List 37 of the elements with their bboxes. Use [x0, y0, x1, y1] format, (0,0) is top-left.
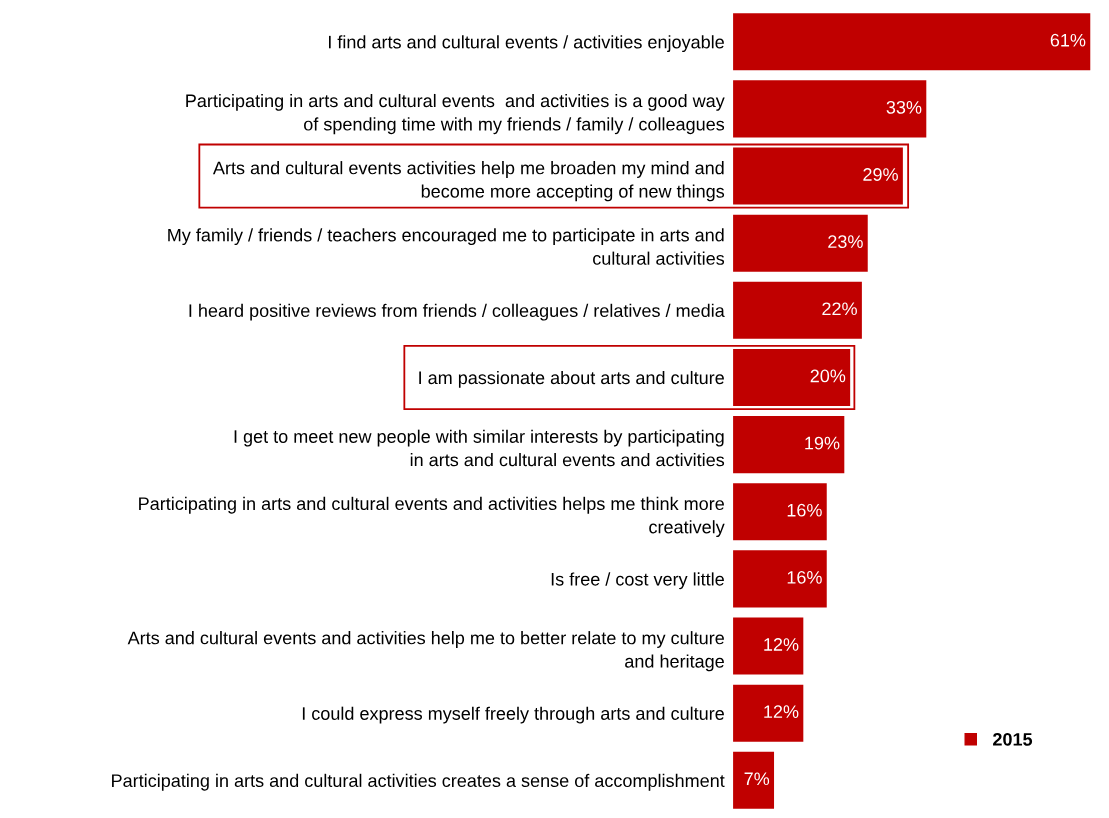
- bar: [733, 617, 804, 675]
- y-tick-label: Arts and cultural events activities help me broaden my mind and become more accepting of new things: [212, 161, 725, 202]
- data-label: 7%: [744, 772, 770, 786]
- data-label: 16%: [787, 570, 822, 584]
- y-tick-label: Participating in arts and cultural activities creates a sense of accomplishment: [112, 773, 725, 791]
- data-label: 22%: [822, 302, 857, 316]
- y-tick-label: Arts and cultural events and activities help me to better relate to my culture and heritage: [127, 631, 724, 672]
- y-tick-label: I heard positive reviews from friends / colleagues / relatives / media: [189, 303, 725, 321]
- data-label: 23%: [828, 235, 863, 249]
- data-label: 61%: [1050, 33, 1086, 47]
- data-label: 16%: [787, 503, 822, 517]
- y-tick-label: Participating in arts and cultural events and activities helps me think more creatively: [139, 496, 725, 538]
- y-tick-label: Is free / cost very little: [551, 572, 724, 590]
- data-label: 12%: [764, 705, 799, 718]
- bar: [733, 281, 862, 339]
- bar: [733, 483, 827, 541]
- bar: [733, 348, 851, 407]
- bar: [733, 147, 903, 205]
- y-tick-label: My family / friends / teachers encouraged me to participate in arts and cultural activities: [168, 228, 725, 265]
- data-label: 20%: [810, 369, 846, 383]
- bar: [733, 80, 927, 138]
- bar: [733, 13, 1091, 71]
- bar: [733, 684, 804, 742]
- bar: [733, 550, 827, 608]
- data-label: 33%: [886, 100, 922, 114]
- bar: [733, 214, 868, 272]
- bar: [733, 416, 845, 474]
- data-label: 19%: [805, 436, 840, 450]
- legend-label: 2015: [993, 732, 1033, 746]
- y-tick-label: I find arts and cultural events / activities enjoyable: [328, 35, 724, 53]
- data-label: 12%: [764, 638, 799, 651]
- y-tick-label: I am passionate about arts and culture: [419, 370, 724, 388]
- bar: [733, 751, 775, 809]
- y-tick-label: Participating in arts and cultural events and activities is a good way of spending time with my friends / family / colleagues: [186, 93, 725, 135]
- y-tick-label: I could express myself freely through arts and culture: [302, 706, 724, 724]
- data-label: 29%: [863, 168, 898, 181]
- y-tick-label: I get to meet new people with similar interests by participating in arts and cultural events and activities: [234, 429, 725, 467]
